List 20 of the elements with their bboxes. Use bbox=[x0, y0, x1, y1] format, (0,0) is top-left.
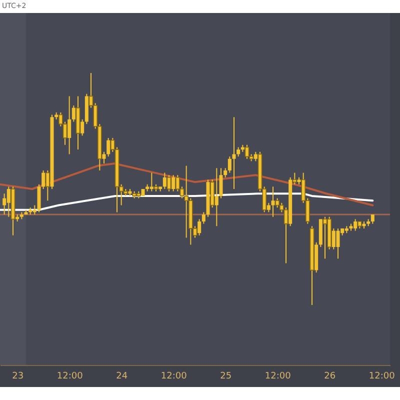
x-tick-label: 12:00 bbox=[264, 372, 292, 382]
candlestick bbox=[2, 193, 6, 216]
candlestick bbox=[336, 228, 340, 260]
x-tick-label: 12:00 bbox=[368, 372, 396, 382]
candlestick bbox=[232, 116, 236, 190]
candlestick bbox=[244, 144, 250, 160]
x-tick-label: 23 bbox=[12, 372, 24, 382]
x-tick-label: 25 bbox=[220, 372, 232, 382]
candlestick bbox=[219, 168, 223, 199]
candlestick bbox=[228, 156, 232, 174]
candlestick bbox=[224, 168, 228, 178]
candlestick bbox=[370, 214, 374, 224]
x-tick-label: 24 bbox=[116, 372, 128, 382]
x-tick-label: 26 bbox=[324, 372, 336, 382]
candlestick bbox=[202, 212, 206, 224]
candlestick bbox=[37, 184, 41, 213]
x-tick-label: 12:00 bbox=[56, 372, 84, 382]
candlestick bbox=[236, 146, 240, 158]
candlestick bbox=[166, 174, 172, 192]
x-tick-label: 12:00 bbox=[160, 372, 188, 382]
